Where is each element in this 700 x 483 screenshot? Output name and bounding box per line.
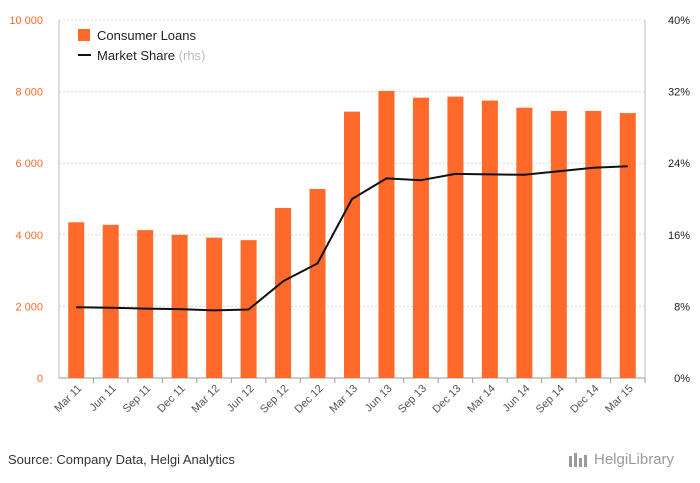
right-axis-tick-label: 0% — [674, 373, 690, 385]
bar-consumer-loans — [309, 188, 326, 378]
bar-consumer-loans — [481, 100, 498, 379]
bar-consumer-loans — [68, 222, 85, 378]
legend-label-rhs-suffix: (rhs) — [179, 48, 206, 63]
x-axis-category-label: Dec 12 — [293, 383, 326, 416]
bar-consumer-loans — [412, 97, 429, 378]
bar-consumer-loans — [619, 113, 636, 378]
right-axis-tick-label: 24% — [668, 158, 690, 170]
x-axis-category-label: Dec 13 — [430, 383, 463, 416]
right-axis-tick-label: 8% — [674, 301, 690, 313]
x-axis-category-label: Mar 12 — [190, 383, 223, 416]
chart-area: 0 0% 2 000 8% 4 000 16% 6 000 24% 8 000 32% 10 000… — [9, 15, 690, 416]
x-axis-category-label: Mar 13 — [327, 383, 360, 416]
bar-consumer-loans — [447, 96, 464, 378]
bar-consumer-loans — [550, 110, 567, 378]
left-axis-tick-label: 2 000 — [15, 301, 43, 313]
helgi-library-logo[interactable]: HelgiLibrary — [568, 450, 674, 468]
bar-consumer-loans — [206, 237, 223, 378]
x-axis-category-label: Sep 12 — [258, 383, 291, 416]
legend-label-market-share: Market Share (rhs) — [97, 48, 205, 63]
bar-consumer-loans — [516, 107, 533, 379]
line-market-share — [76, 165, 628, 312]
bar-consumer-loans — [171, 234, 188, 378]
bar-consumer-loans — [344, 111, 360, 378]
left-axis-tick-label: 0 — [37, 373, 43, 385]
left-axis-tick-label: 8 000 — [15, 87, 43, 99]
legend-label-consumer-loans: Consumer Loans — [97, 28, 196, 43]
left-axis-tick-label: 4 000 — [15, 230, 43, 242]
x-axis-category-label: Sep 14 — [534, 383, 567, 416]
x-axis-category-label: Jun 13 — [363, 383, 395, 415]
bar-consumer-loans — [275, 207, 292, 378]
bar-consumer-loans — [585, 110, 602, 378]
right-axis-tick-label: 32% — [668, 87, 690, 99]
bar-consumer-loans — [137, 230, 154, 378]
x-axis-category-label: Mar 14 — [465, 383, 498, 416]
x-axis-category-label: Sep 13 — [396, 383, 429, 416]
x-axis-category-label: Jun 14 — [501, 383, 533, 415]
left-axis-tick-label: 6 000 — [15, 158, 43, 170]
x-axis-category-label: Dec 14 — [568, 383, 601, 416]
logo-text: HelgiLibrary — [594, 450, 675, 468]
source-note: Source: Company Data, Helgi Analytics — [8, 452, 235, 467]
x-axis-category-label: Mar 15 — [603, 383, 636, 416]
library-icon — [569, 453, 587, 467]
x-axis-category-label: Jun 12 — [225, 383, 257, 415]
legend-swatch-consumer-loans — [78, 29, 90, 41]
left-axis-tick-label: 10 000 — [9, 15, 43, 27]
right-axis-tick-label: 40% — [668, 15, 690, 27]
x-axis-category-label: Sep 11 — [121, 383, 154, 416]
right-axis-tick-label: 16% — [668, 230, 690, 242]
x-axis-category-label: Mar 11 — [52, 383, 84, 415]
bar-consumer-loans — [378, 90, 395, 378]
bar-consumer-loans — [102, 224, 119, 378]
x-axis-category-label: Dec 11 — [155, 383, 188, 416]
x-axis-category-label: Jun 11 — [88, 383, 119, 414]
